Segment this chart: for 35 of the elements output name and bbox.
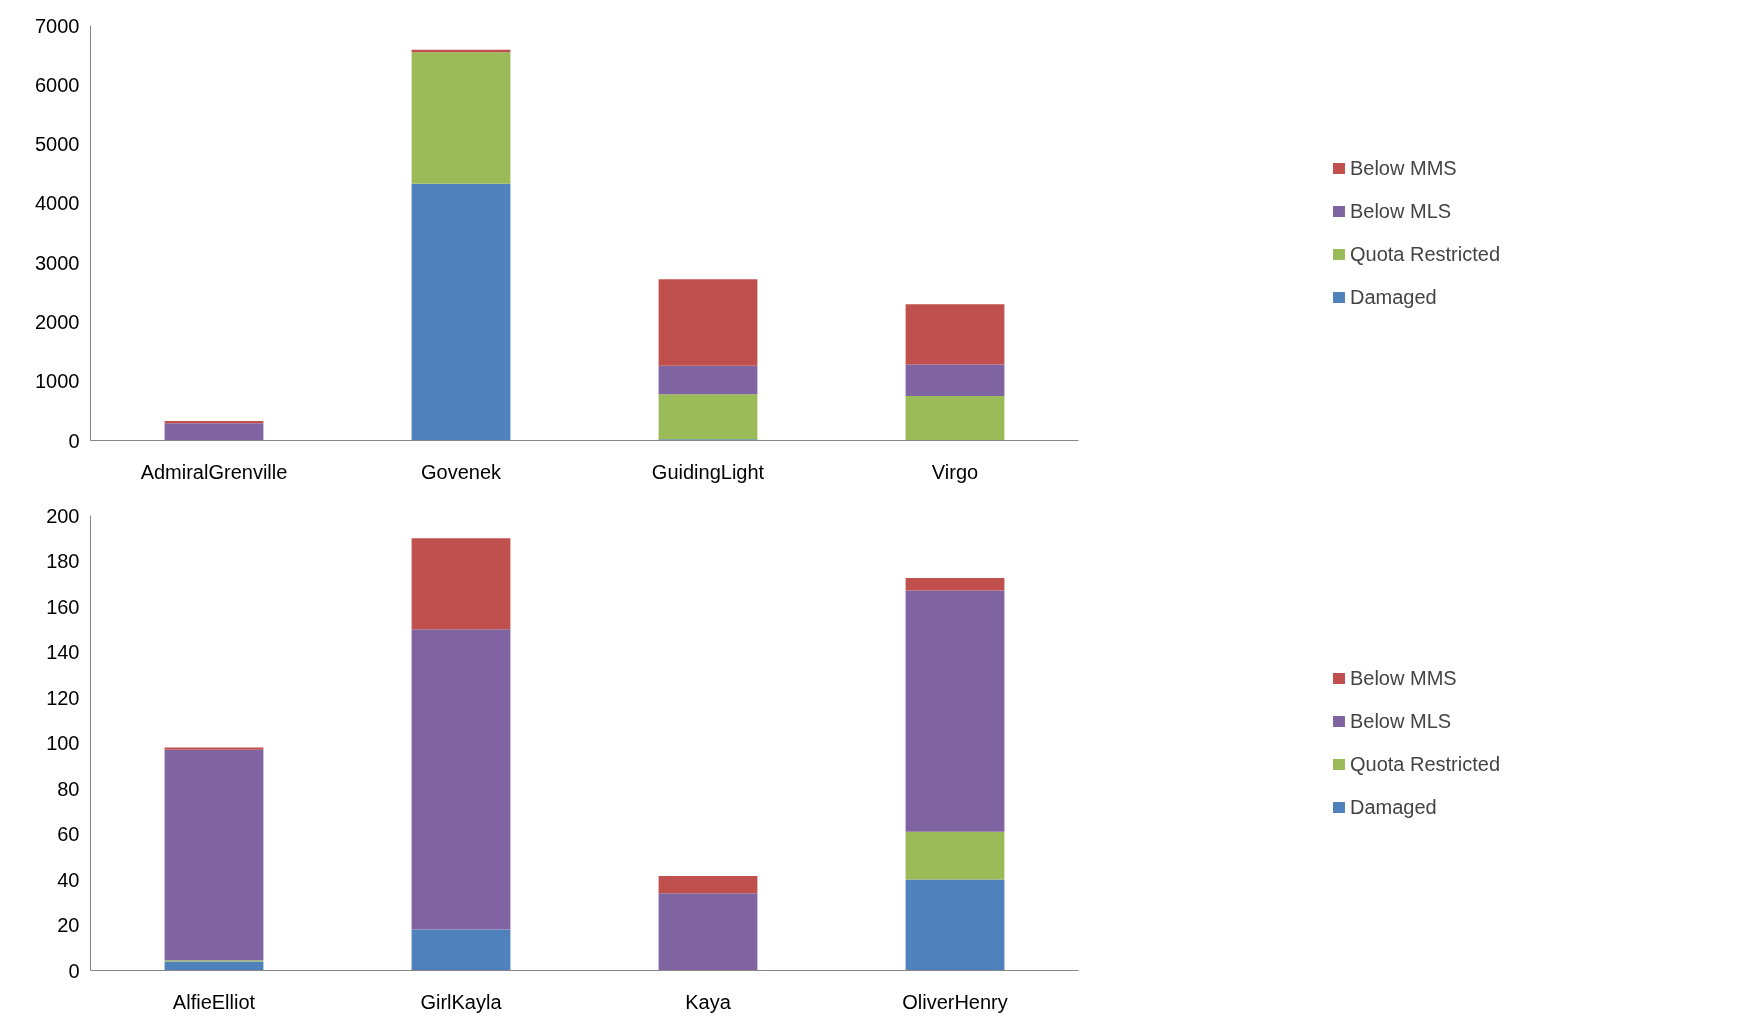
legend-label: Below MLS [1349,199,1452,223]
legend-label: Damaged [1349,795,1437,819]
legend-label: Quota Restricted [1349,242,1501,266]
y-tick-label: 1000 [35,370,80,393]
y-tick-label: 80 [57,777,80,800]
x-tick-label: GirlKayla [420,990,503,1013]
y-tick-label: 7000 [35,14,80,37]
x-tick-label: Kaya [685,990,732,1013]
y-tick-label: 60 [57,823,80,845]
y-tick-label: 140 [46,641,80,663]
y-tick-label: 100 [46,732,80,754]
y-tick-label: 200 [46,504,80,527]
y-tick-label: 180 [46,550,80,572]
legend-label: Damaged [1349,285,1437,309]
legend-label: Below MLS [1349,709,1452,733]
y-tick-label: 4000 [35,192,80,215]
y-tick-label: 0 [68,959,80,982]
y-tick-label: 5000 [35,133,80,156]
x-tick-label: Govenek [420,460,503,483]
y-tick-label: 20 [57,914,80,936]
y-tick-label: 120 [46,686,80,709]
x-tick-label: GuidingLight [651,460,765,483]
y-tick-label: 6000 [35,73,80,96]
legend-label: Below MMS [1349,156,1457,180]
y-tick-label: 0 [68,429,80,452]
legend-label: Quota Restricted [1349,752,1501,776]
y-tick-label: 40 [57,868,80,891]
x-tick-label: Virgo [931,460,979,483]
x-tick-label: AlfieElliot [172,990,256,1013]
y-tick-label: 3000 [35,251,80,274]
y-tick-label: 2000 [35,310,80,333]
x-tick-label: AdmiralGrenville [140,460,288,483]
legend-label: Below MMS [1349,666,1457,690]
x-tick-label: OliverHenry [902,990,1008,1013]
y-tick-label: 160 [46,595,80,618]
